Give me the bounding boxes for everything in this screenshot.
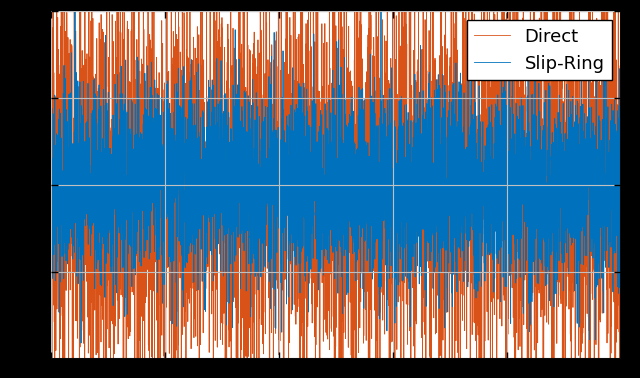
Direct xyxy=(418,132,426,136)
Direct xyxy=(265,74,273,79)
Direct xyxy=(77,341,85,345)
Slip-Ring xyxy=(151,154,159,159)
Direct xyxy=(472,281,480,286)
Slip-Ring xyxy=(418,149,426,153)
Slip-Ring xyxy=(265,109,273,113)
Slip-Ring xyxy=(389,226,397,231)
Direct xyxy=(47,159,55,163)
Slip-Ring xyxy=(617,313,625,317)
Line: Direct: Direct xyxy=(51,0,621,343)
Slip-Ring xyxy=(472,214,480,218)
Direct xyxy=(516,107,524,112)
Line: Slip-Ring: Slip-Ring xyxy=(51,0,621,378)
Slip-Ring xyxy=(516,243,524,248)
Direct xyxy=(617,224,625,229)
Direct xyxy=(389,276,397,280)
Legend: Direct, Slip-Ring: Direct, Slip-Ring xyxy=(467,20,612,80)
Slip-Ring xyxy=(47,287,55,291)
Direct xyxy=(151,77,159,82)
